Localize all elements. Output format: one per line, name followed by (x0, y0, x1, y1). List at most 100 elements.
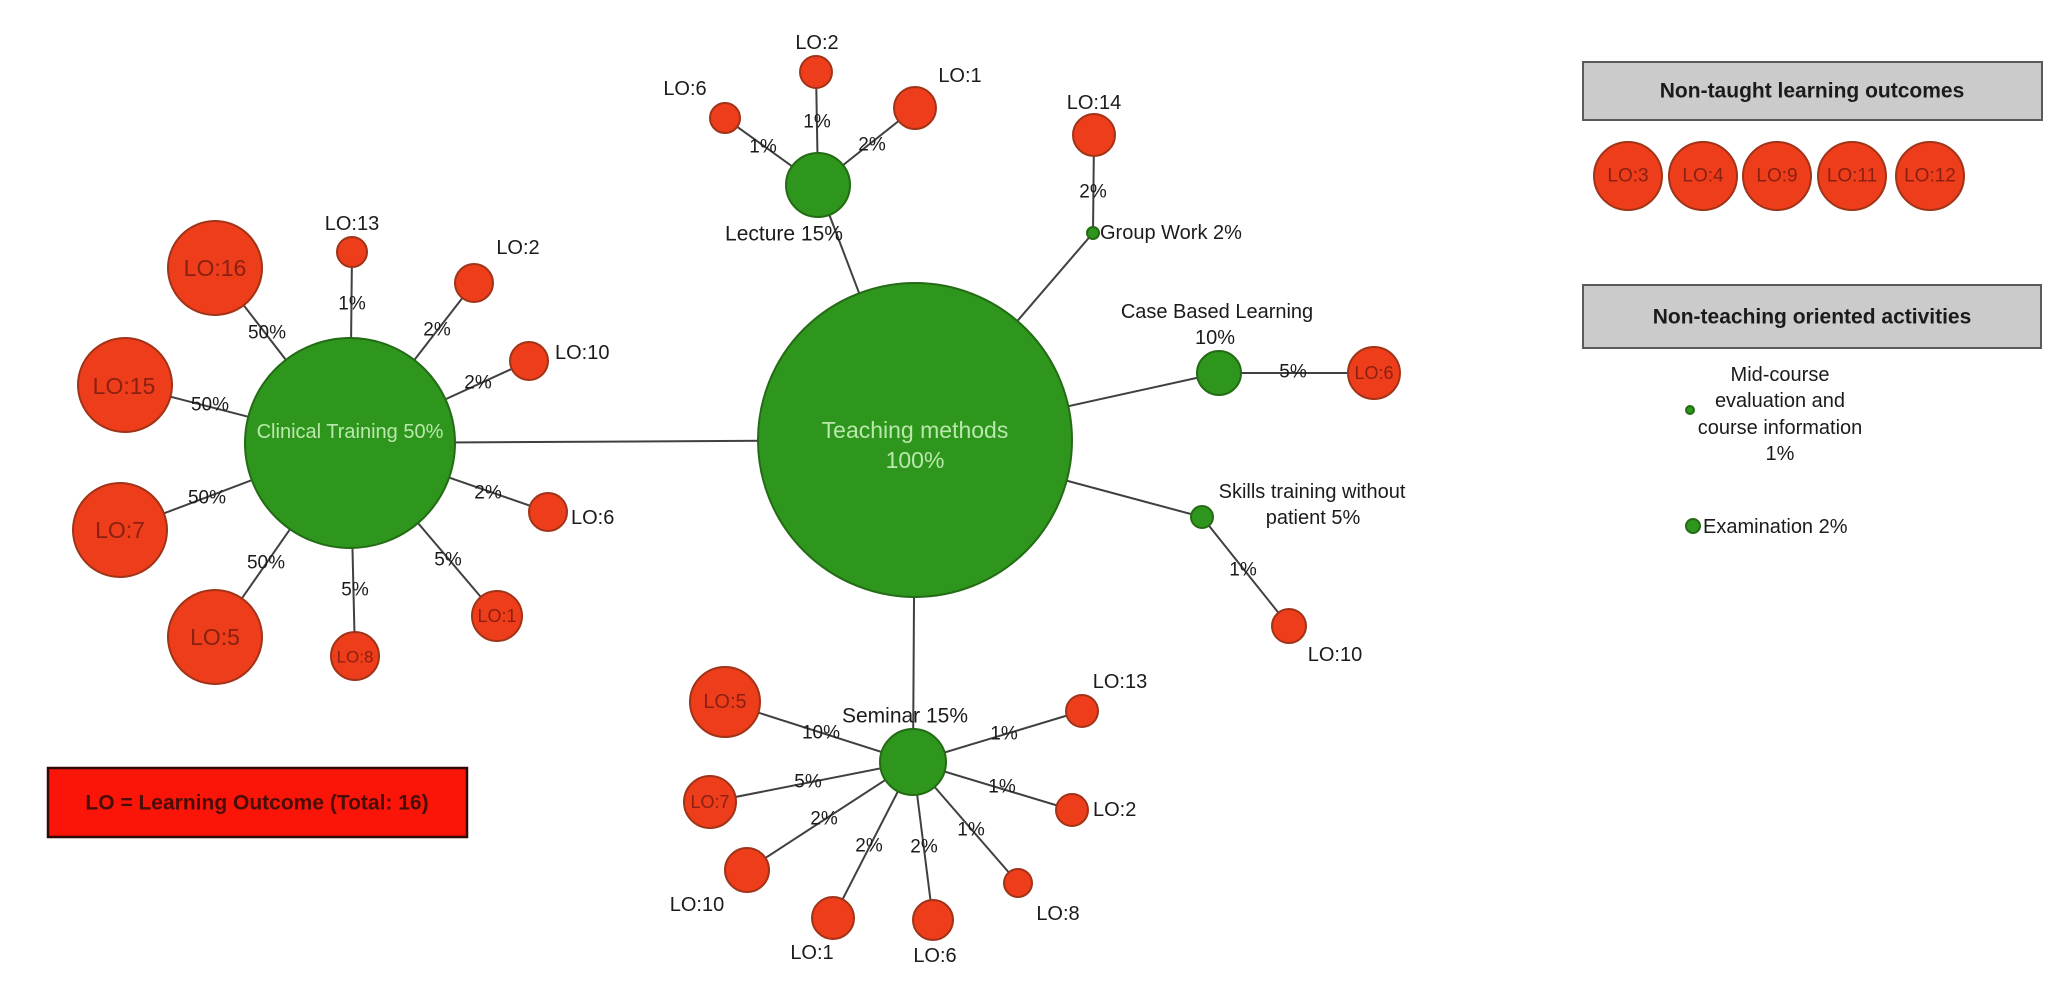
midcourse-line1: Mid-course (1731, 364, 1830, 386)
edge-pct: 50% (188, 488, 226, 509)
node-lo1-lecture (893, 86, 937, 130)
node-seminar (879, 728, 947, 796)
node-teaching-methods (757, 282, 1073, 598)
method-nodes (244, 152, 1701, 796)
lo8-seminar-label: LO:8 (1036, 903, 1079, 925)
lo14-label: LO:14 (1067, 92, 1121, 114)
node-lo14-groupwork (1072, 113, 1116, 157)
lo2-seminar-label: LO:2 (1093, 799, 1136, 821)
lo7-seminar-label: LO:7 (690, 792, 729, 812)
skills-label-line2: patient 5% (1266, 507, 1361, 529)
legend-box (46, 766, 469, 839)
node-lo10-seminar (724, 847, 770, 893)
node-lo11-nontaught (1817, 141, 1887, 211)
lo10-skills-label: LO:10 (1308, 644, 1362, 666)
edge-pct: 50% (247, 553, 285, 574)
edge-pct: 2% (464, 373, 492, 394)
non-teaching-header: Non-teaching oriented activities (1653, 306, 1972, 329)
node-lo2-seminar (1055, 793, 1089, 827)
edge-pct: 1% (338, 294, 366, 315)
lo4-nontaught-label: LO:4 (1682, 166, 1724, 187)
legend-text: LO = Learning Outcome (Total: 16) (85, 792, 428, 815)
edge-pct: 1% (988, 777, 1016, 798)
node-lo2-clinical (454, 263, 494, 303)
lo6-seminar-label: LO:6 (913, 945, 956, 967)
lo11-nontaught-label: LO:11 (1827, 166, 1877, 187)
skills-label-line1: Skills training without (1219, 481, 1406, 503)
edge-pct: 2% (423, 320, 451, 341)
lo5-seminar-label: LO:5 (703, 691, 746, 713)
lo-nodes (72, 55, 1965, 941)
lo8-label: LO:8 (337, 648, 374, 667)
edge-pct: 2% (474, 483, 502, 504)
node-lo3-nontaught (1593, 141, 1663, 211)
non-taught-header-box (1582, 61, 2043, 121)
node-group-work-dot (1086, 226, 1100, 240)
edge-pct: 5% (434, 550, 462, 571)
lo13-label: LO:13 (325, 213, 379, 235)
node-lo4-nontaught (1668, 141, 1738, 211)
lo2-label: LO:2 (496, 237, 539, 259)
node-lo9-nontaught (1742, 141, 1812, 211)
non-teaching-header-box (1582, 284, 2042, 349)
node-lo13-seminar (1065, 694, 1099, 728)
lo3-nontaught-label: LO:3 (1607, 166, 1648, 187)
edge-pct: 1% (990, 724, 1018, 745)
node-case-based-learning (1196, 350, 1242, 396)
midcourse-dot (1685, 405, 1695, 415)
non-taught-header: Non-taught learning outcomes (1660, 80, 1965, 103)
lo2-lecture-label: LO:2 (795, 32, 838, 54)
lo7-label: LO:7 (95, 517, 145, 543)
lo1-label: LO:1 (477, 606, 516, 626)
edge-pct: 1% (1229, 560, 1257, 581)
lo1-seminar-label: LO:1 (790, 942, 833, 964)
node-lo10-clinical (509, 341, 549, 381)
node-lo7-seminar (683, 775, 737, 829)
node-skills-training-dot (1190, 505, 1214, 529)
node-lo1-clinical (471, 590, 523, 642)
teaching-methods-label-line2: 100% (886, 447, 945, 473)
node-clinical-training (244, 337, 456, 549)
edge-pct: 1% (803, 112, 831, 133)
node-lo6-lecture (709, 102, 741, 134)
edge-pct: 2% (1079, 182, 1107, 203)
node-lo6-seminar (912, 899, 954, 941)
edge-pct: 2% (858, 135, 886, 156)
lo10-label: LO:10 (555, 342, 609, 364)
edge-pct: 10% (802, 723, 840, 744)
node-lecture (785, 152, 851, 218)
examination-label: Examination 2% (1703, 516, 1848, 538)
lo6-lecture-label: LO:6 (663, 78, 706, 100)
node-lo6-cbl (1347, 346, 1401, 400)
labels: Teaching methods 100% Clinical Training … (85, 32, 1971, 967)
node-lo2-lecture (799, 55, 833, 89)
edge-pct: 1% (957, 820, 985, 841)
lo9-nontaught-label: LO:9 (1756, 166, 1797, 187)
node-lo12-nontaught (1895, 141, 1965, 211)
cbl-label-line1: Case Based Learning (1121, 301, 1313, 323)
edge-pct: 2% (855, 836, 883, 857)
midcourse-line4: 1% (1766, 443, 1795, 465)
node-lo8-seminar (1003, 868, 1033, 898)
midcourse-line2: evaluation and (1715, 390, 1845, 412)
edge-skills-lo10 (1201, 516, 1290, 627)
edge-seminar-lo7 (709, 761, 914, 803)
node-lo7-clinical (72, 482, 168, 578)
lo6-label: LO:6 (571, 507, 614, 529)
seminar-label: Seminar 15% (842, 705, 968, 728)
lo5-label: LO:5 (190, 624, 240, 650)
midcourse-line3: course information (1698, 417, 1863, 439)
lo1-lecture-label: LO:1 (938, 65, 981, 87)
lo6-cbl-label: LO:6 (1354, 363, 1393, 383)
edge-pct: 50% (191, 395, 229, 416)
lo12-nontaught-label: LO:12 (1904, 166, 1956, 187)
node-lo10-skills (1271, 608, 1307, 644)
examination-dot (1685, 518, 1701, 534)
teaching-methods-label-line1: Teaching methods (822, 417, 1009, 443)
node-lo16-clinical (167, 220, 263, 316)
edge-pct: 5% (341, 580, 369, 601)
lo13-seminar-label: LO:13 (1093, 671, 1147, 693)
edge-pct: 2% (910, 837, 938, 858)
